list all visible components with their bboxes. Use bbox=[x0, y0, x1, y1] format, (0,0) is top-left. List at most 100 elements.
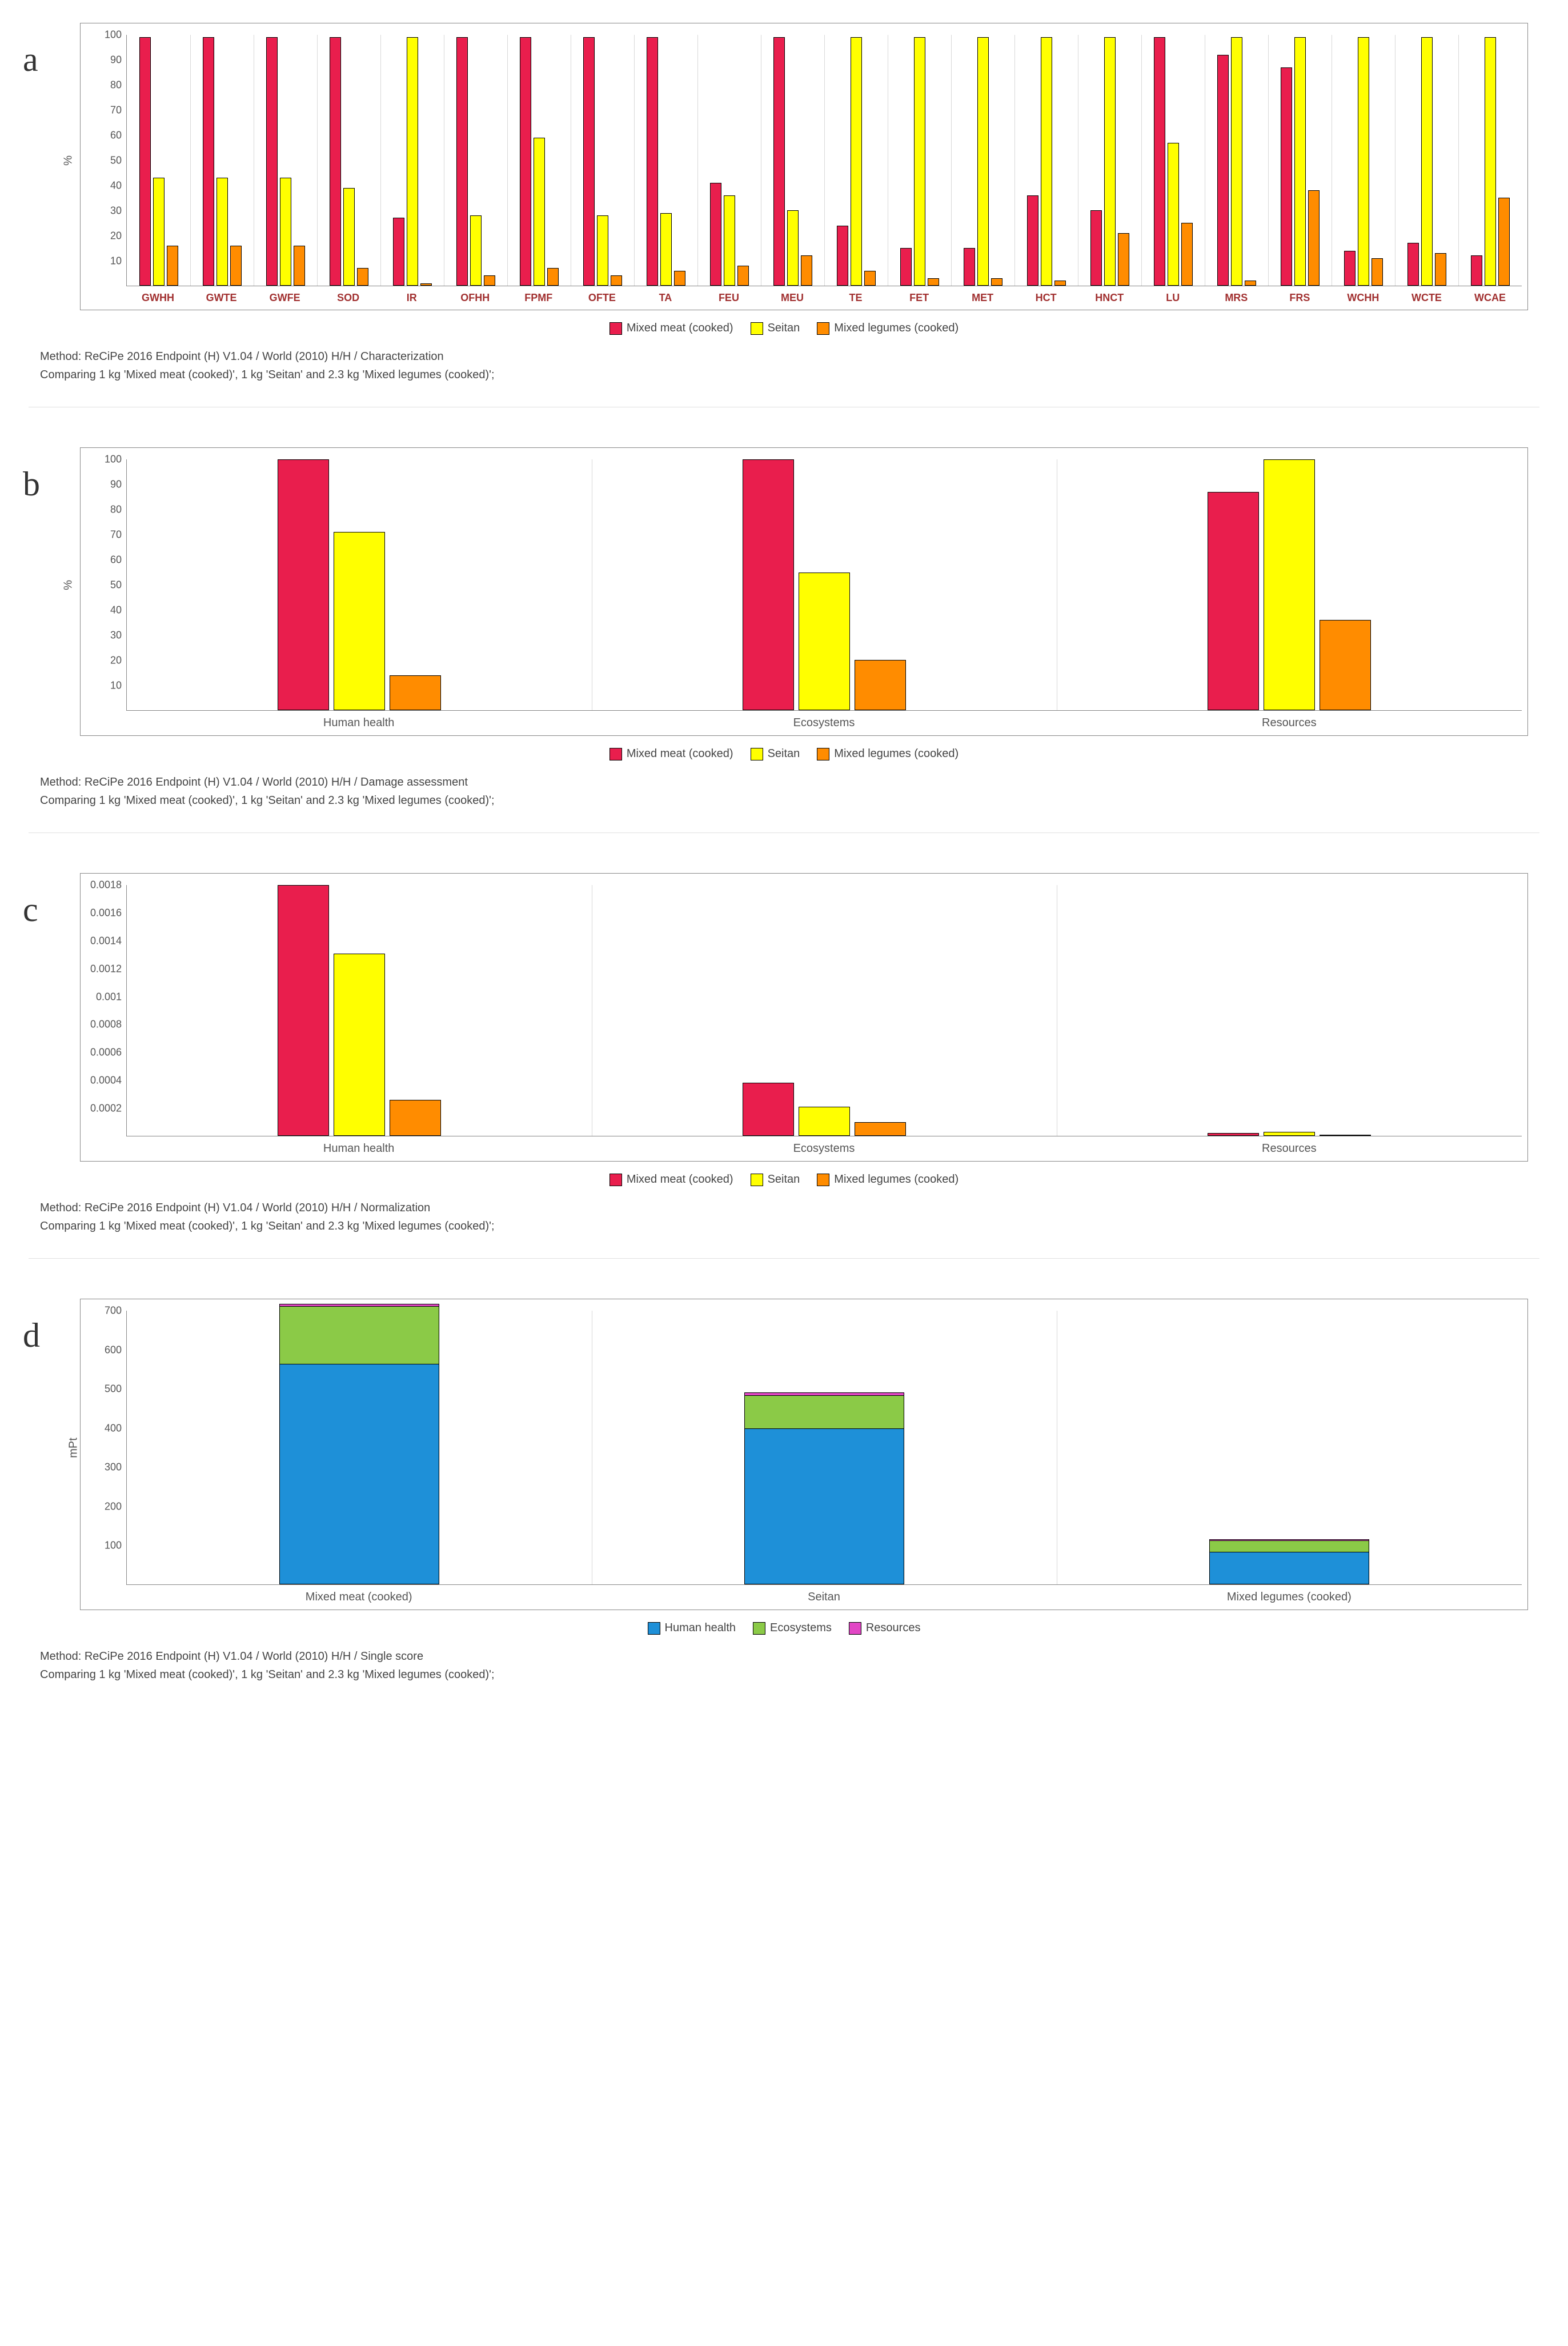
legend-swatch bbox=[609, 1174, 622, 1186]
bar-mixed_legumes bbox=[1308, 190, 1320, 286]
bar-mixed_legumes bbox=[611, 275, 622, 286]
x-tick-label: Seitan bbox=[591, 1591, 1056, 1604]
bar-seitan bbox=[343, 188, 355, 286]
y-tick-label: 80 bbox=[110, 79, 122, 91]
y-tick-label: 0.0016 bbox=[90, 907, 122, 919]
legend-swatch bbox=[849, 1622, 861, 1635]
legend-item: Mixed meat (cooked) bbox=[609, 1173, 733, 1186]
x-tick-label: LU bbox=[1141, 292, 1205, 304]
bar-mixed_legumes bbox=[1320, 620, 1371, 710]
y-axis: 100200300400500600700mPt bbox=[86, 1311, 126, 1585]
bar-seitan bbox=[1168, 143, 1179, 286]
panel-letter: a bbox=[23, 40, 38, 79]
stack-segment-ecosystems bbox=[280, 1307, 439, 1364]
bar-seitan bbox=[787, 210, 799, 286]
bar-mixed_legumes bbox=[1320, 1135, 1371, 1136]
chart-block-d: d100200300400500600700mPtMixed meat (coo… bbox=[29, 1299, 1539, 1707]
bar-mixed_legumes bbox=[737, 266, 749, 286]
y-tick-label: 80 bbox=[110, 504, 122, 516]
bar-group bbox=[824, 35, 888, 286]
bar-group bbox=[254, 35, 317, 286]
y-axis-label: mPt bbox=[67, 1438, 80, 1458]
bar-group bbox=[1078, 35, 1141, 286]
legend-swatch bbox=[751, 322, 763, 335]
bar-group bbox=[634, 35, 697, 286]
bar-mixed_meat bbox=[1154, 37, 1165, 286]
x-tick-label: WCTE bbox=[1395, 292, 1458, 304]
plot-area bbox=[126, 459, 1522, 711]
legend-label: Seitan bbox=[768, 1173, 800, 1186]
bar-group bbox=[697, 35, 761, 286]
x-tick-label: WCAE bbox=[1458, 292, 1522, 304]
y-tick-label: 200 bbox=[105, 1500, 122, 1512]
bar-seitan bbox=[1104, 37, 1116, 286]
y-tick-label: 40 bbox=[110, 604, 122, 616]
bar-seitan bbox=[724, 195, 735, 286]
legend-label: Seitan bbox=[768, 322, 800, 335]
x-tick-label: FET bbox=[888, 292, 951, 304]
bar-seitan bbox=[1264, 1132, 1315, 1136]
bar-mixed_meat bbox=[1281, 67, 1292, 286]
legend-item: Seitan bbox=[751, 1173, 800, 1186]
bar-seitan bbox=[851, 37, 862, 286]
bar-mixed_meat bbox=[647, 37, 658, 286]
x-axis-labels: Human healthEcosystemsResources bbox=[126, 1142, 1522, 1155]
caption-line: Method: ReCiPe 2016 Endpoint (H) V1.04 /… bbox=[40, 1647, 1539, 1666]
bar-mixed_meat bbox=[743, 459, 794, 710]
bar-group bbox=[1057, 1311, 1522, 1584]
chart-caption: Method: ReCiPe 2016 Endpoint (H) V1.04 /… bbox=[40, 1199, 1539, 1235]
x-tick-label: IR bbox=[380, 292, 443, 304]
x-tick-label: TA bbox=[633, 292, 697, 304]
y-tick-label: 0.0008 bbox=[90, 1019, 122, 1031]
y-axis: 0.00020.00040.00060.00080.0010.00120.001… bbox=[86, 885, 126, 1136]
chart-body: 102030405060708090100%Human healthEcosys… bbox=[86, 459, 1522, 730]
bar-seitan bbox=[334, 954, 385, 1136]
bar-group bbox=[888, 35, 951, 286]
bar-group bbox=[190, 35, 254, 286]
x-tick-label: Human health bbox=[126, 716, 591, 730]
caption-line: Comparing 1 kg 'Mixed meat (cooked)', 1 … bbox=[40, 366, 1539, 384]
legend-item: Mixed meat (cooked) bbox=[609, 747, 733, 760]
legend: Mixed meat (cooked)SeitanMixed legumes (… bbox=[29, 747, 1539, 760]
bar-group bbox=[761, 35, 824, 286]
x-axis-labels: Mixed meat (cooked)SeitanMixed legumes (… bbox=[126, 1591, 1522, 1604]
bar-mixed_meat bbox=[1208, 1133, 1259, 1136]
y-tick-label: 0.0004 bbox=[90, 1075, 122, 1087]
y-tick-label: 90 bbox=[110, 479, 122, 491]
y-tick-label: 50 bbox=[110, 155, 122, 167]
y-tick-label: 0.0014 bbox=[90, 935, 122, 947]
stacked-bar bbox=[1209, 1539, 1369, 1584]
x-tick-label: Resources bbox=[1057, 1142, 1522, 1155]
bar-group bbox=[1205, 35, 1268, 286]
y-tick-label: 0.0012 bbox=[90, 963, 122, 975]
bar-mixed_meat bbox=[1471, 255, 1482, 286]
caption-line: Comparing 1 kg 'Mixed meat (cooked)', 1 … bbox=[40, 1217, 1539, 1235]
bar-mixed_meat bbox=[964, 248, 975, 286]
stack-segment-human_health bbox=[1210, 1552, 1369, 1584]
bar-group bbox=[1332, 35, 1395, 286]
bar-mixed_legumes bbox=[1245, 281, 1256, 286]
bar-seitan bbox=[1485, 37, 1496, 286]
x-tick-label: OFTE bbox=[570, 292, 633, 304]
bar-group bbox=[127, 1311, 592, 1584]
x-tick-label: GWHH bbox=[126, 292, 190, 304]
bar-seitan bbox=[407, 37, 418, 286]
legend-swatch bbox=[648, 1622, 660, 1635]
legend-item: Ecosystems bbox=[753, 1622, 832, 1635]
caption-line: Comparing 1 kg 'Mixed meat (cooked)', 1 … bbox=[40, 1666, 1539, 1684]
bar-mixed_legumes bbox=[674, 271, 685, 286]
x-tick-label: SOD bbox=[316, 292, 380, 304]
y-tick-label: 100 bbox=[105, 454, 122, 466]
bar-mixed_meat bbox=[1027, 195, 1038, 286]
caption-line: Method: ReCiPe 2016 Endpoint (H) V1.04 /… bbox=[40, 347, 1539, 366]
x-tick-label: Ecosystems bbox=[591, 716, 1056, 730]
caption-line: Method: ReCiPe 2016 Endpoint (H) V1.04 /… bbox=[40, 773, 1539, 791]
x-tick-label: TE bbox=[824, 292, 888, 304]
legend-item: Seitan bbox=[751, 322, 800, 335]
y-tick-label: 70 bbox=[110, 529, 122, 541]
legend-swatch bbox=[817, 322, 829, 335]
bar-mixed_meat bbox=[278, 885, 329, 1136]
bar-seitan bbox=[799, 1107, 850, 1136]
y-tick-label: 500 bbox=[105, 1383, 122, 1395]
legend: Human healthEcosystemsResources bbox=[29, 1622, 1539, 1635]
